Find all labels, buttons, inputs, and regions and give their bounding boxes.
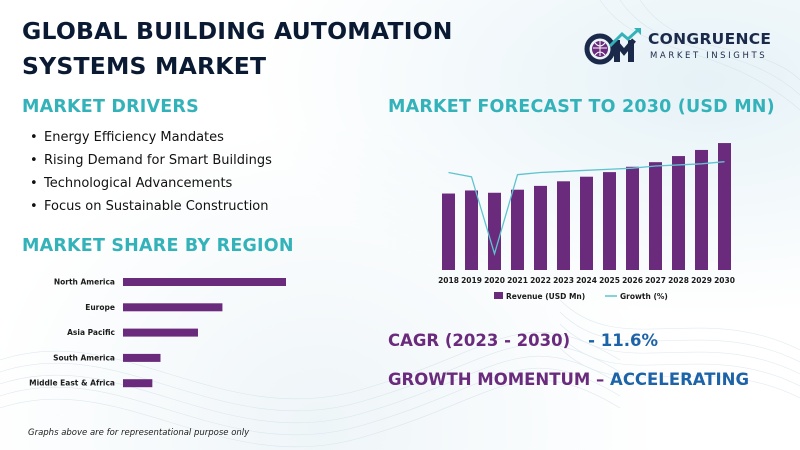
x-tick-label: 2030: [714, 276, 735, 285]
title-line-1: GLOBAL BUILDING AUTOMATION: [22, 17, 453, 45]
revenue-bar: [580, 176, 593, 270]
drivers-list: • Energy Efficiency Mandates • Rising Dema…: [30, 126, 272, 218]
revenue-bar: [534, 185, 547, 270]
driver-item: • Technological Advancements: [30, 176, 233, 191]
x-tick-label: 2024: [576, 276, 597, 285]
legend-label-revenue: Revenue (USD Mn): [506, 292, 585, 301]
x-tick-label: 2020: [484, 276, 505, 285]
brand-logo: CONGRUENCE MARKET INSIGHTS: [584, 26, 794, 70]
market-drivers-heading: MARKET DRIVERS: [22, 97, 199, 117]
driver-item: • Focus on Sustainable Construction: [30, 199, 269, 214]
driver-item-label: Rising Demand for Smart Buildings: [44, 153, 272, 168]
x-tick-label: 2019: [461, 276, 482, 285]
revenue-bar: [511, 189, 524, 270]
footnote: Graphs above are for representational pu…: [28, 428, 250, 438]
revenue-bar: [695, 149, 708, 270]
growth-momentum-stat: GROWTH MOMENTUM – ACCELERATING: [388, 370, 749, 389]
x-tick-label: 2023: [553, 276, 574, 285]
legend-swatch-revenue: [494, 292, 503, 299]
revenue-bar: [465, 190, 478, 270]
title-line-2: SYSTEMS MARKET: [22, 52, 267, 80]
revenue-bar: [442, 193, 455, 270]
forecast-chart: 2018 2019 2020 2021 2022 2023 2024 2025 2026 2027…: [438, 143, 735, 301]
cagr-label: CAGR (2023 - 2030): [388, 331, 571, 350]
region-label: North America: [54, 278, 115, 287]
driver-item-label: Energy Efficiency Mandates: [44, 130, 224, 145]
x-tick-label: 2026: [622, 276, 643, 285]
logo-name: CONGRUENCE: [648, 30, 772, 48]
region-bar: [123, 278, 286, 286]
region-label: Europe: [85, 303, 115, 312]
x-tick-label: 2028: [668, 276, 689, 285]
page-title: GLOBAL BUILDING AUTOMATION SYSTEMS MARKE…: [22, 14, 492, 84]
cagr-stat: CAGR (2023 - 2030) - 11.6%: [388, 331, 658, 350]
region-bar: [123, 303, 223, 312]
revenue-bar: [488, 192, 501, 270]
logo-tagline: MARKET INSIGHTS: [650, 51, 768, 61]
forecast-heading: MARKET FORECAST TO 2030 (USD MN): [388, 97, 775, 117]
revenue-bar: [626, 166, 639, 270]
legend-label-growth: Growth (%): [620, 292, 668, 301]
x-tick-label: 2029: [691, 276, 712, 285]
driver-item-label: Focus on Sustainable Construction: [44, 199, 269, 214]
x-tick-label: 2022: [530, 276, 551, 285]
driver-item: • Rising Demand for Smart Buildings: [30, 153, 272, 168]
revenue-bar: [718, 143, 731, 270]
driver-item-label: Technological Advancements: [44, 176, 233, 191]
revenue-bar: [649, 162, 662, 270]
region-label: Asia Pacific: [67, 328, 115, 337]
x-tick-label: 2025: [599, 276, 620, 285]
x-tick-label: 2027: [645, 276, 666, 285]
region-label: Middle East & Africa: [29, 379, 115, 388]
momentum-label: GROWTH MOMENTUM –: [388, 370, 605, 389]
x-tick-label: 2018: [438, 276, 459, 285]
region-label: South America: [53, 353, 115, 362]
region-bar: [123, 379, 153, 388]
revenue-bar: [603, 172, 616, 270]
region-share-heading: MARKET SHARE BY REGION: [22, 236, 294, 256]
region-bar: [123, 328, 198, 337]
momentum-value: ACCELERATING: [610, 370, 750, 389]
x-tick-label: 2021: [507, 276, 528, 285]
cagr-value: - 11.6%: [588, 331, 658, 350]
logo-mark-icon: [584, 27, 641, 65]
region-bar: [123, 353, 161, 362]
revenue-bar: [557, 181, 570, 270]
growth-line: [448, 161, 725, 257]
region-share-chart: North America Europe Asia Pacific South Ame…: [29, 278, 286, 388]
revenue-bar: [672, 156, 685, 270]
driver-item: • Energy Efficiency Mandates: [30, 130, 224, 145]
